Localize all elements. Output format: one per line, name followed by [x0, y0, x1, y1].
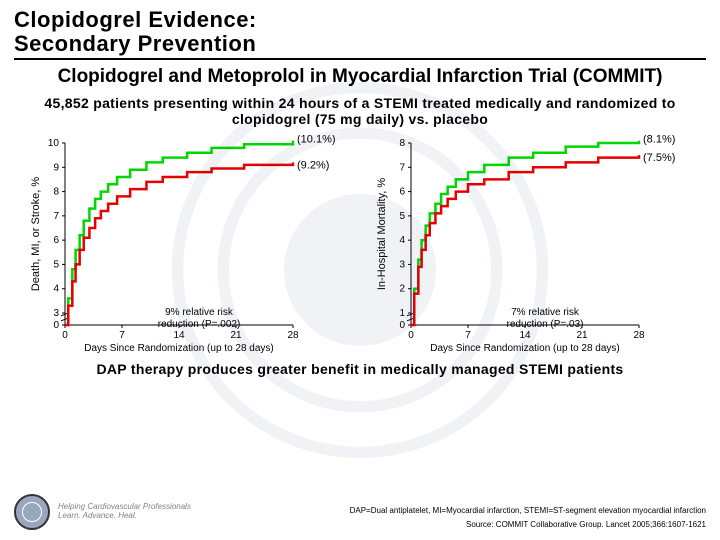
- svg-text:0: 0: [62, 330, 68, 341]
- helping-text: Helping Cardiovascular Professionals Lea…: [58, 503, 191, 521]
- helping-line2: Learn. Advance. Heal.: [58, 512, 191, 521]
- acc-seal-icon: [14, 494, 50, 530]
- svg-text:4: 4: [53, 284, 59, 295]
- header-rule: [14, 58, 706, 60]
- svg-text:3: 3: [53, 308, 59, 319]
- svg-text:7: 7: [53, 211, 59, 222]
- svg-text:6: 6: [53, 235, 59, 246]
- footer-left: Helping Cardiovascular Professionals Lea…: [14, 494, 191, 530]
- svg-text:21: 21: [576, 330, 588, 341]
- svg-text:Death, MI, or Stroke, %: Death, MI, or Stroke, %: [30, 177, 42, 292]
- svg-text:7: 7: [119, 330, 125, 341]
- title-line2: Secondary Prevention: [14, 32, 706, 56]
- svg-text:10: 10: [48, 138, 60, 149]
- svg-text:5: 5: [53, 260, 59, 271]
- svg-text:(7.5%): (7.5%): [643, 152, 675, 164]
- title-line1: Clopidogrel Evidence:: [14, 8, 706, 32]
- source-citation: Source: COMMIT Collaborative Group. Lanc…: [350, 520, 706, 530]
- abbreviations: DAP=Dual antiplatelet, MI=Myocardial inf…: [350, 506, 706, 516]
- background-watermark: [170, 80, 550, 460]
- svg-text:9: 9: [53, 162, 59, 173]
- svg-text:0: 0: [53, 320, 59, 331]
- svg-text:8: 8: [53, 187, 59, 198]
- footer: Helping Cardiovascular Professionals Lea…: [14, 494, 706, 530]
- svg-text:28: 28: [633, 330, 645, 341]
- slide-header: Clopidogrel Evidence: Secondary Preventi…: [0, 0, 720, 58]
- svg-text:(8.1%): (8.1%): [643, 135, 675, 146]
- footer-right: DAP=Dual antiplatelet, MI=Myocardial inf…: [350, 506, 706, 530]
